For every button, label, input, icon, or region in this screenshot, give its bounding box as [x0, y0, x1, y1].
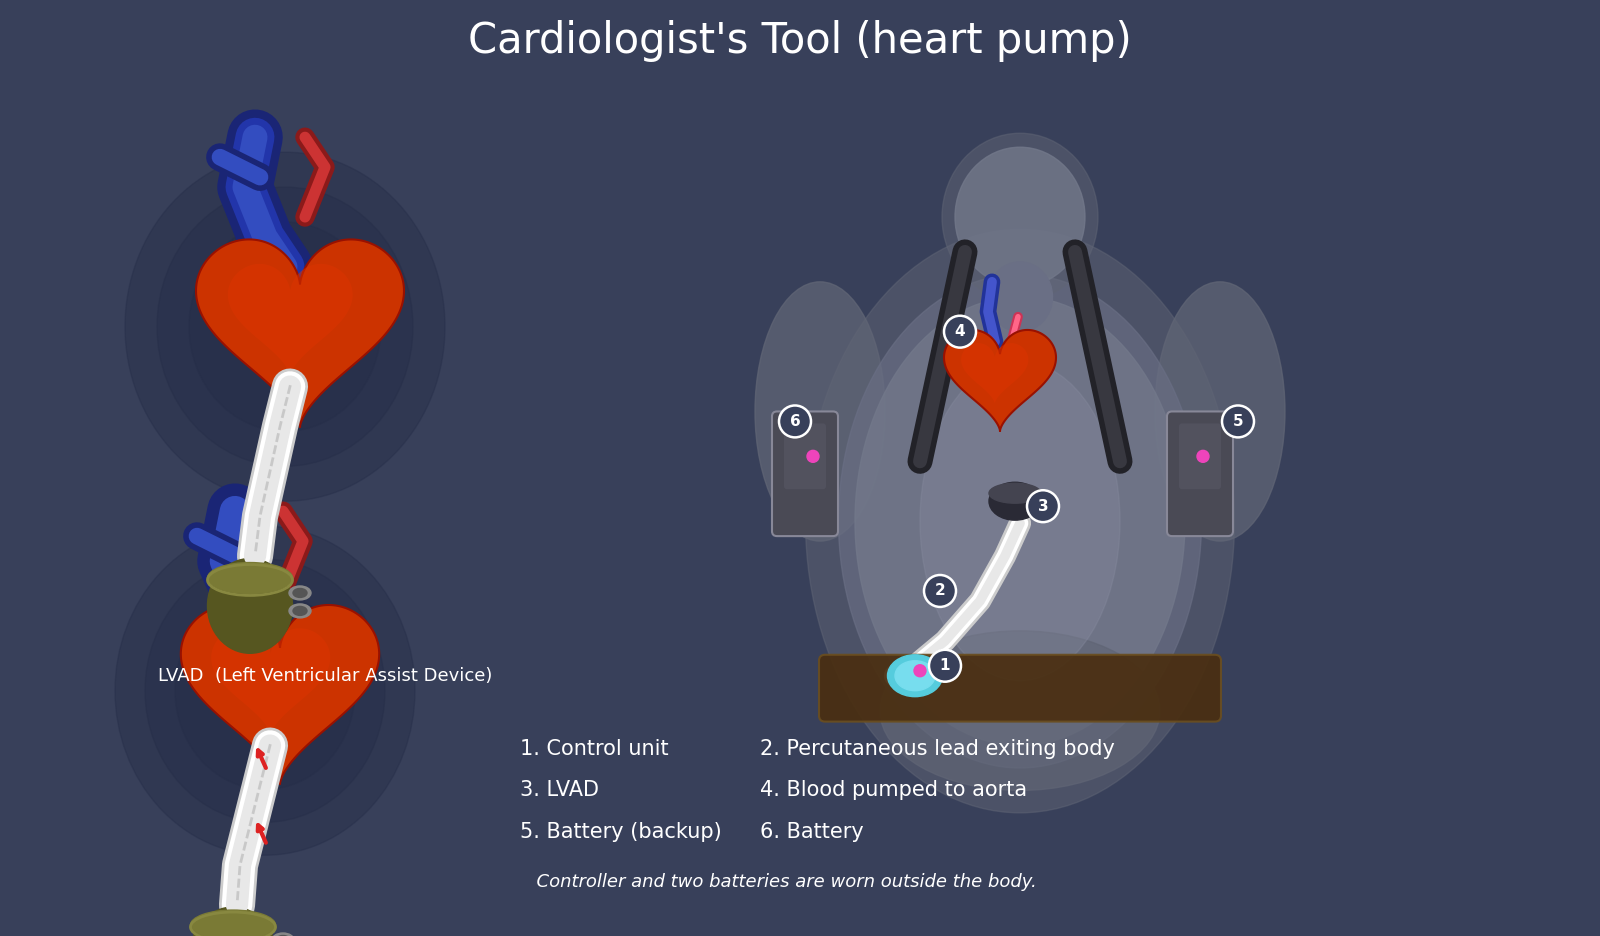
- Ellipse shape: [894, 661, 934, 691]
- Ellipse shape: [174, 592, 355, 789]
- Text: 3. LVAD: 3. LVAD: [520, 781, 598, 800]
- Text: 1: 1: [939, 658, 950, 673]
- Text: 5: 5: [1232, 414, 1243, 429]
- Ellipse shape: [272, 933, 294, 936]
- FancyBboxPatch shape: [771, 412, 838, 536]
- Polygon shape: [962, 344, 1029, 403]
- Ellipse shape: [838, 274, 1202, 768]
- Ellipse shape: [1155, 282, 1285, 541]
- Ellipse shape: [920, 361, 1120, 680]
- Ellipse shape: [157, 187, 413, 466]
- Text: 5. Battery (backup): 5. Battery (backup): [520, 823, 722, 842]
- Ellipse shape: [987, 262, 1053, 331]
- Ellipse shape: [880, 631, 1160, 790]
- Ellipse shape: [190, 910, 275, 936]
- Ellipse shape: [888, 655, 942, 696]
- Polygon shape: [227, 264, 352, 376]
- Text: 4. Blood pumped to aorta: 4. Blood pumped to aorta: [760, 781, 1027, 800]
- Ellipse shape: [293, 607, 307, 615]
- Circle shape: [930, 650, 962, 681]
- Ellipse shape: [805, 229, 1235, 812]
- Ellipse shape: [989, 482, 1042, 520]
- FancyBboxPatch shape: [1166, 412, 1234, 536]
- Ellipse shape: [125, 153, 445, 501]
- Text: Controller and two batteries are worn outside the body.: Controller and two batteries are worn ou…: [525, 873, 1037, 891]
- Circle shape: [1027, 490, 1059, 522]
- Ellipse shape: [290, 604, 310, 618]
- Polygon shape: [944, 330, 1056, 431]
- Text: 1. Control unit: 1. Control unit: [520, 739, 669, 758]
- Ellipse shape: [190, 907, 275, 936]
- Circle shape: [1197, 450, 1210, 462]
- Circle shape: [806, 450, 819, 462]
- Text: 6. Battery: 6. Battery: [760, 823, 864, 842]
- FancyBboxPatch shape: [1179, 423, 1221, 490]
- Text: 3: 3: [1038, 499, 1048, 514]
- Polygon shape: [197, 240, 403, 427]
- Text: 2. Percutaneous lead exiting body: 2. Percutaneous lead exiting body: [760, 739, 1115, 758]
- Circle shape: [914, 665, 926, 677]
- Ellipse shape: [189, 222, 381, 431]
- Text: LVAD  (Left Ventricular Assist Device): LVAD (Left Ventricular Assist Device): [158, 666, 493, 685]
- Ellipse shape: [854, 297, 1186, 746]
- Circle shape: [944, 315, 976, 347]
- Ellipse shape: [942, 133, 1098, 300]
- Ellipse shape: [208, 563, 293, 593]
- Ellipse shape: [290, 586, 310, 600]
- Polygon shape: [181, 605, 379, 783]
- Ellipse shape: [989, 483, 1042, 504]
- Ellipse shape: [293, 589, 307, 597]
- Text: 2: 2: [934, 583, 946, 598]
- Ellipse shape: [208, 559, 293, 653]
- Ellipse shape: [955, 147, 1085, 286]
- Ellipse shape: [755, 282, 885, 541]
- Text: 6: 6: [790, 414, 800, 429]
- Circle shape: [779, 405, 811, 437]
- Circle shape: [925, 575, 957, 607]
- FancyBboxPatch shape: [819, 655, 1221, 722]
- Ellipse shape: [146, 559, 386, 823]
- Ellipse shape: [115, 526, 414, 856]
- Text: 4: 4: [955, 324, 965, 339]
- Polygon shape: [211, 628, 330, 736]
- Text: Cardiologist's Tool (heart pump): Cardiologist's Tool (heart pump): [469, 21, 1131, 62]
- FancyBboxPatch shape: [784, 423, 826, 490]
- Circle shape: [1222, 405, 1254, 437]
